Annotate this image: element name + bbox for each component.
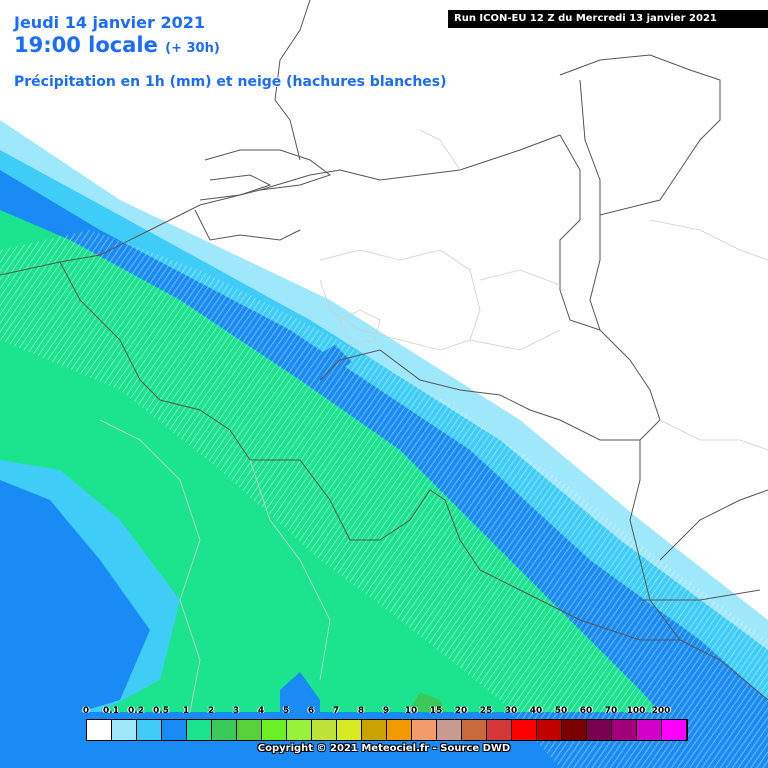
- legend-label: 200: [651, 706, 671, 716]
- legend-label: 4: [257, 706, 265, 716]
- legend-swatch: [612, 720, 637, 740]
- legend-swatch: [237, 720, 262, 740]
- legend-swatch: [437, 720, 462, 740]
- run-banner: Run ICON-EU 12 Z du Mercredi 13 janvier …: [448, 10, 768, 28]
- legend-label: 2: [207, 706, 215, 716]
- precip-band-blue-inner: [0, 480, 150, 712]
- forecast-date: Jeudi 14 janvier 2021: [14, 13, 205, 32]
- forecast-time-label: 19:00 locale: [14, 33, 158, 57]
- legend-swatch: [262, 720, 287, 740]
- legend-label: 10: [404, 706, 418, 716]
- legend-label: 9: [382, 706, 390, 716]
- legend-swatch: [287, 720, 312, 740]
- region-borders: [99, 129, 768, 713]
- legend-label: 40: [529, 706, 543, 716]
- legend-swatch: [87, 720, 112, 740]
- legend-label: 0.1: [103, 706, 119, 716]
- snow-hatching: [0, 230, 768, 768]
- precip-band-green-dark: [408, 692, 445, 712]
- copyright: Copyright © 2021 Meteociel.fr - Source D…: [257, 743, 511, 754]
- legend-label: 1: [182, 706, 190, 716]
- legend-labels: 0 0.1 0.2 0.5 1 2 3 4 5 6 7 8 9 10 15 20 25 30 40 50 60 70 100…: [82, 706, 688, 718]
- legend-bar: [86, 719, 688, 741]
- legend-label: 0.5: [153, 706, 169, 716]
- legend-swatch: [662, 720, 687, 740]
- legend-swatch: [387, 720, 412, 740]
- legend-label: 25: [479, 706, 493, 716]
- legend-swatch: [487, 720, 512, 740]
- legend-swatch: [187, 720, 212, 740]
- legend-label: 60: [579, 706, 593, 716]
- legend-swatch: [537, 720, 562, 740]
- legend-swatch: [312, 720, 337, 740]
- legend-swatch: [212, 720, 237, 740]
- legend-swatch: [462, 720, 487, 740]
- legend-label: 70: [604, 706, 618, 716]
- legend-swatch: [412, 720, 437, 740]
- legend-swatch: [162, 720, 187, 740]
- legend-label: 5: [282, 706, 290, 716]
- legend-swatch: [512, 720, 537, 740]
- precip-band-pocket: [280, 672, 320, 712]
- legend-swatch: [112, 720, 137, 740]
- legend-label: 8: [357, 706, 365, 716]
- legend-label: 7: [332, 706, 340, 716]
- legend-swatch: [637, 720, 662, 740]
- legend-swatch: [587, 720, 612, 740]
- legend-label: 50: [554, 706, 568, 716]
- legend-swatch: [562, 720, 587, 740]
- legend-swatch: [362, 720, 387, 740]
- legend-label: 30: [504, 706, 518, 716]
- legend-label: 15: [429, 706, 443, 716]
- legend-label: 0: [82, 706, 90, 716]
- legend-swatch: [337, 720, 362, 740]
- parameter-title: Précipitation en 1h (mm) et neige (hachu…: [14, 74, 447, 90]
- legend-label: 3: [232, 706, 240, 716]
- legend-label: 6: [307, 706, 315, 716]
- legend-label: 0.2: [128, 706, 144, 716]
- legend-swatch: [137, 720, 162, 740]
- legend-label: 20: [454, 706, 468, 716]
- forecast-time: 19:00 locale (+ 30h): [14, 33, 220, 57]
- forecast-lead: (+ 30h): [165, 41, 220, 56]
- legend-label: 100: [626, 706, 646, 716]
